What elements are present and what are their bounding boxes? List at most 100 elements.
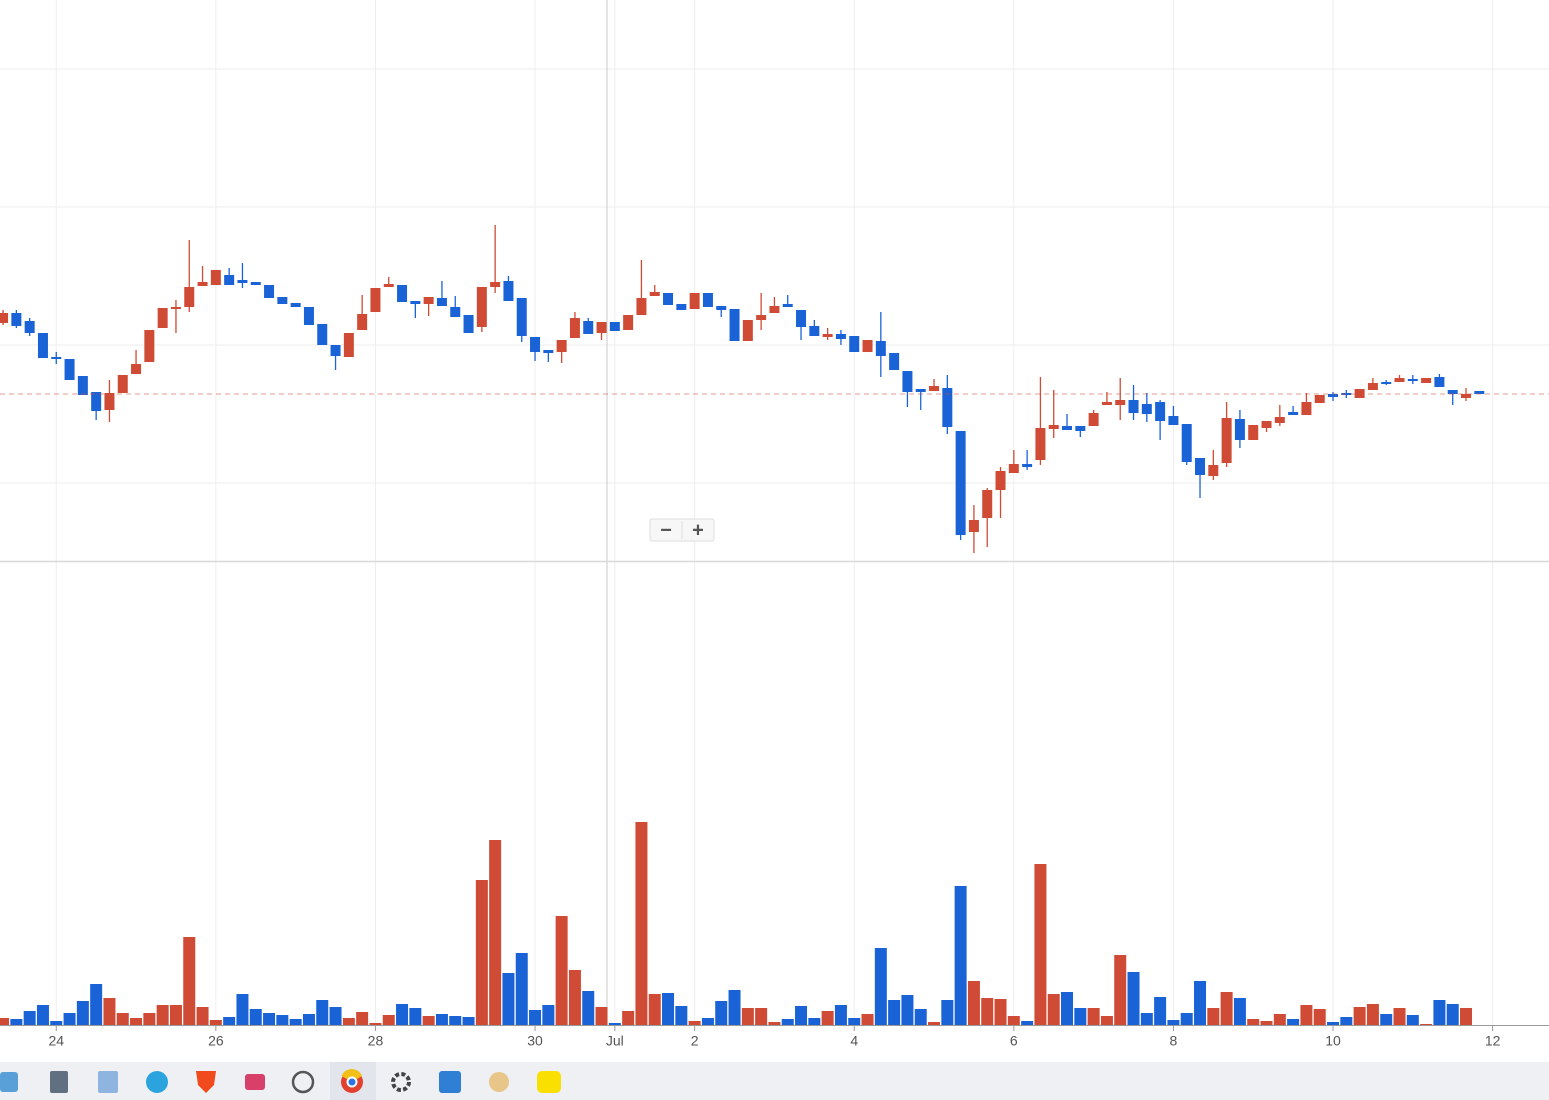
volume-bar	[316, 1000, 329, 1025]
grid	[0, 0, 1549, 1025]
candle-body	[397, 285, 408, 302]
candle-body	[530, 337, 541, 352]
candle-body	[77, 376, 88, 395]
volume-bar	[715, 1001, 728, 1025]
volume-bar	[1406, 1015, 1419, 1025]
x-tick-label: 10	[1325, 1033, 1341, 1049]
volume-bar	[1061, 992, 1074, 1025]
zoom-out[interactable]: −	[660, 519, 672, 541]
candle-body	[1075, 426, 1086, 431]
volume-bar	[635, 822, 648, 1025]
volume-bar	[834, 1005, 847, 1025]
volume-bar	[928, 1022, 941, 1025]
candle-body	[1022, 464, 1033, 467]
candle-body	[24, 321, 35, 333]
volume-bar	[462, 1017, 475, 1025]
candle-body	[1181, 424, 1192, 462]
volume-bar	[1127, 972, 1140, 1025]
candle-body	[170, 307, 181, 309]
volume-bar	[276, 1015, 289, 1025]
candle-body	[1328, 394, 1339, 397]
candle-body	[64, 359, 75, 380]
volume-bar	[1340, 1017, 1353, 1025]
volume-bar	[795, 1006, 808, 1025]
volume-bar	[768, 1022, 781, 1025]
volume-bar	[1460, 1008, 1473, 1025]
volume-bar	[1207, 1008, 1220, 1025]
volume-bar	[1287, 1019, 1300, 1025]
volume-bar	[755, 1008, 768, 1025]
candle-body	[303, 307, 314, 325]
volume-bar	[236, 994, 249, 1025]
volume-bar	[1313, 1009, 1326, 1025]
candle-body	[357, 314, 368, 330]
candle-body	[769, 306, 780, 313]
volume-bar	[901, 995, 914, 1025]
volume-bar	[435, 1014, 448, 1025]
app-icon[interactable]	[537, 1071, 561, 1093]
volume-bar	[76, 1001, 89, 1025]
volume-bar	[209, 1020, 222, 1025]
candle-body	[849, 336, 860, 352]
volume-bar	[90, 984, 103, 1025]
candle-body	[1314, 395, 1325, 403]
candle-body	[1461, 394, 1472, 398]
volume-bar	[954, 886, 967, 1025]
app-icon[interactable]	[146, 1071, 168, 1093]
volume-bar	[50, 1021, 63, 1025]
volume-bar	[169, 1005, 182, 1025]
candle-body	[742, 320, 753, 341]
volume-bar	[302, 1014, 315, 1025]
app-icon-part	[346, 1076, 358, 1088]
app-icon[interactable]	[291, 1070, 315, 1094]
volume-bar	[1433, 1000, 1446, 1025]
candle-body	[104, 393, 115, 410]
candle-body	[450, 307, 461, 317]
candle-body	[556, 340, 567, 352]
candle-body	[264, 285, 275, 298]
app-icon[interactable]	[245, 1074, 265, 1090]
candle-body	[1381, 382, 1392, 384]
app-icon[interactable]	[98, 1071, 118, 1093]
zoom-in[interactable]: +	[692, 519, 704, 541]
candle-body	[729, 309, 740, 341]
candle-body	[968, 520, 979, 532]
app-icon-part	[341, 1068, 362, 1082]
volume-bar	[1220, 992, 1233, 1025]
candle-body	[1155, 402, 1166, 421]
candle-body	[330, 345, 341, 356]
candle-body	[1195, 458, 1206, 475]
candle-body	[1394, 378, 1405, 382]
app-icon[interactable]	[439, 1071, 461, 1093]
candle-body	[995, 471, 1006, 490]
volume-bar	[1194, 981, 1207, 1025]
volume-bar	[422, 1016, 435, 1025]
volume-bar	[914, 1009, 927, 1025]
volume-bar	[688, 1021, 701, 1025]
app-icon[interactable]	[391, 1072, 411, 1092]
candle-body	[1421, 378, 1432, 383]
app-icon[interactable]	[489, 1072, 509, 1092]
volume-bar	[103, 998, 116, 1025]
volume-bar	[249, 1009, 262, 1025]
candle-body	[809, 326, 820, 336]
candle-body	[942, 388, 953, 427]
candle-body	[1261, 421, 1272, 428]
candle-body	[676, 304, 687, 310]
volume-bar	[981, 998, 994, 1025]
volume-bar	[1167, 1020, 1180, 1025]
app-icon[interactable]	[196, 1071, 216, 1093]
app-icon[interactable]	[0, 1072, 18, 1092]
volume-bar	[648, 994, 661, 1025]
candle-body	[184, 287, 195, 307]
app-icon[interactable]	[50, 1071, 68, 1093]
volume-bar	[1021, 1021, 1034, 1025]
candle-body	[689, 293, 700, 309]
candle-body	[756, 315, 767, 320]
volume-bar	[1087, 1008, 1100, 1025]
candle-body	[237, 280, 248, 283]
candle-body	[1474, 391, 1485, 394]
volume-bar	[1233, 998, 1246, 1025]
candle-body	[596, 322, 607, 333]
volume-bar	[728, 990, 741, 1025]
